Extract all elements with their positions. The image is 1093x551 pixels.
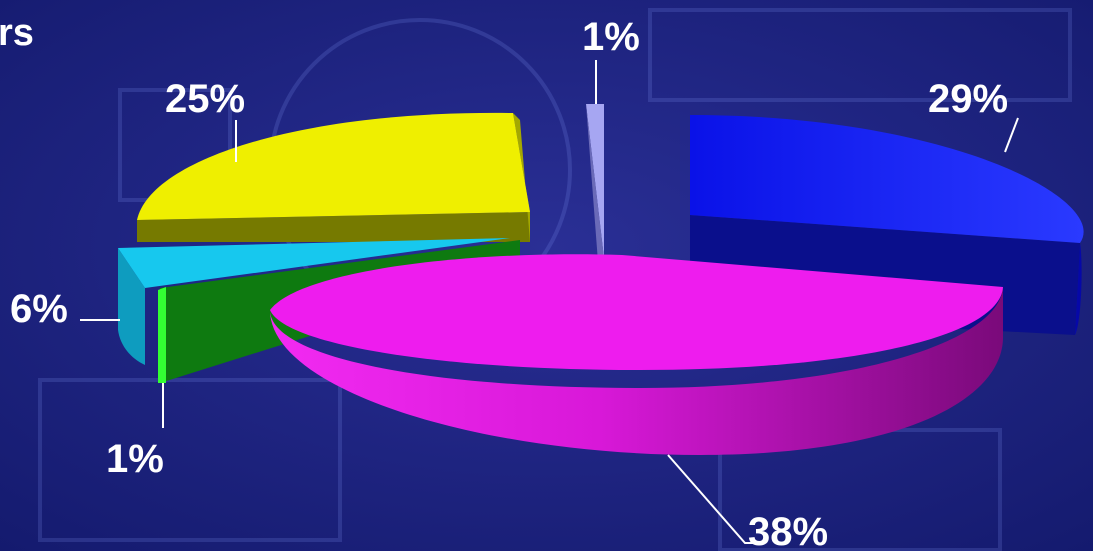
chart-title-fragment: rs	[0, 12, 34, 54]
data-label-1-top: 1%	[582, 15, 640, 59]
pie-slice-6	[118, 238, 510, 365]
pie-slice-38	[270, 254, 1004, 455]
data-label-1-bottom: 1%	[106, 437, 164, 481]
data-label-25: 25%	[165, 77, 245, 121]
data-label-38: 38%	[748, 510, 828, 551]
data-label-29: 29%	[928, 77, 1008, 121]
data-label-6: 6%	[10, 287, 68, 331]
pie-slice-25	[137, 112, 530, 242]
leader-lines	[80, 60, 1019, 544]
pie-slice-1-lavender	[586, 104, 604, 262]
